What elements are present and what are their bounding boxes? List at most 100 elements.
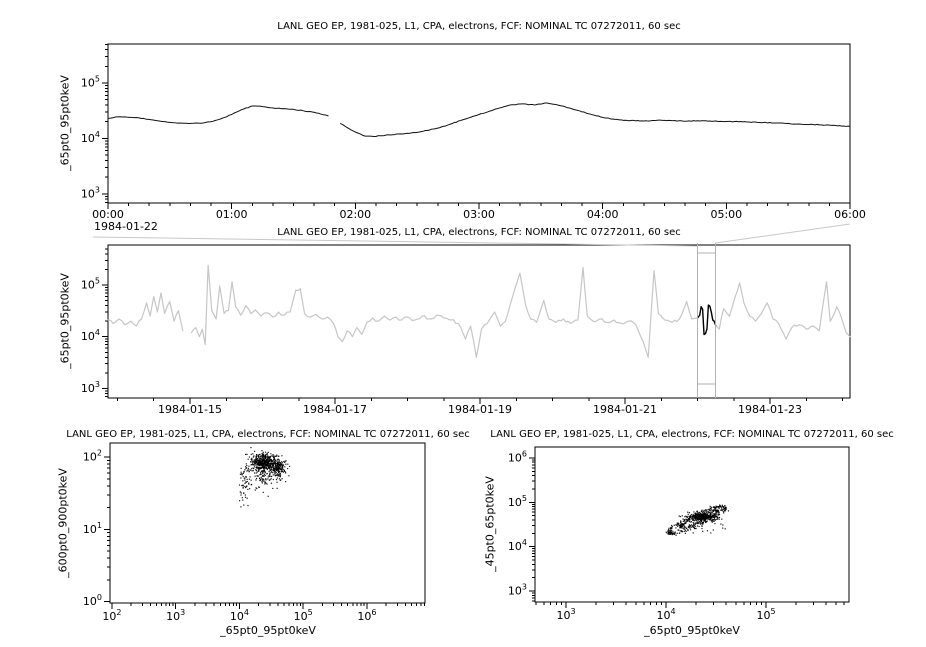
scatter-point	[681, 523, 683, 525]
scatter-point	[711, 512, 713, 514]
scatter-point	[265, 456, 267, 458]
scatter-point	[704, 513, 706, 515]
scatter-left-plot-area[interactable]	[109, 442, 426, 604]
scatter-point	[259, 461, 261, 463]
scatter-point	[263, 454, 265, 456]
scatter-right-plot-area[interactable]	[534, 446, 850, 603]
scatter-point	[267, 461, 269, 463]
scatter-point	[715, 512, 717, 515]
scatter-point	[248, 483, 250, 485]
scatter-point	[708, 519, 711, 521]
scatter-point	[701, 512, 703, 514]
scatter-point	[670, 530, 672, 532]
scatter-point	[245, 486, 247, 489]
scatter-point	[257, 464, 259, 466]
scatter-point	[688, 518, 690, 520]
scatter-point	[273, 459, 275, 461]
scatter-point	[706, 517, 708, 519]
context-highlight-line	[696, 304, 717, 336]
scatter-point	[266, 453, 268, 455]
scatter-point	[250, 453, 252, 456]
scatter-point	[253, 462, 256, 464]
scatter-point	[670, 528, 672, 530]
scatter-point	[669, 531, 672, 533]
scatter-point	[670, 533, 672, 535]
scatter-point	[686, 519, 688, 521]
scatter-point	[281, 469, 283, 472]
scatter-point	[258, 457, 260, 459]
context-panel-title: LANL GEO EP, 1981-025, L1, CPA, electron…	[277, 227, 681, 238]
scatter-point	[697, 513, 699, 515]
selection-box[interactable]	[697, 243, 717, 398]
scatter-point	[694, 515, 696, 518]
scatter-point	[256, 467, 258, 469]
scatter-point	[250, 484, 252, 486]
scatter-point	[252, 456, 254, 458]
scatter-point	[715, 510, 717, 512]
scatter-point	[282, 464, 285, 466]
scatter-point	[686, 516, 688, 519]
scatter-point	[704, 519, 706, 521]
detail-plot-area[interactable]	[107, 43, 851, 204]
scatter-point	[262, 462, 264, 465]
scatter-point	[710, 516, 712, 518]
scatter-point	[239, 491, 241, 493]
scatter-point	[685, 522, 687, 524]
scatter-point	[264, 454, 266, 457]
scatter-point	[698, 512, 700, 514]
scatter-point	[260, 476, 262, 478]
scatter-point	[695, 527, 697, 530]
scatter-point	[703, 513, 705, 515]
scatter-point	[683, 520, 686, 522]
scatter-point	[710, 506, 713, 508]
scatter-point	[280, 479, 282, 481]
scatter-point	[690, 524, 693, 526]
scatter-point	[268, 475, 271, 478]
scatter-point	[710, 517, 712, 519]
scatter-point	[279, 464, 282, 466]
scatter-point	[262, 471, 264, 473]
x-tick-label: 102	[102, 608, 121, 623]
scatter-point	[701, 525, 703, 528]
scatter-point	[693, 524, 695, 527]
scatter-point	[264, 464, 266, 467]
scatter-point	[258, 461, 260, 463]
scatter-point	[668, 529, 670, 531]
scatter-point	[721, 504, 723, 506]
scatter-point	[248, 465, 250, 467]
scatter-point	[714, 509, 716, 511]
scatter-point	[260, 467, 262, 469]
scatter-point	[244, 494, 246, 496]
scatter-point	[259, 468, 261, 470]
scatter-point	[261, 460, 263, 462]
scatter-point	[710, 513, 712, 516]
scatter-point	[255, 477, 258, 480]
scatter-point	[278, 465, 280, 468]
scatter-point	[693, 515, 695, 517]
scatter-point	[265, 482, 267, 484]
scatter-point	[683, 519, 685, 521]
scatter-point	[693, 517, 695, 519]
scatter-point	[265, 465, 268, 467]
detail-x-axis-date-label: 1984-01-22	[94, 220, 158, 233]
scatter-point	[263, 475, 265, 477]
scatter-point	[262, 469, 264, 472]
scatter-point	[713, 519, 715, 521]
scatter-point	[262, 464, 264, 466]
scatter-point	[714, 513, 716, 515]
scatter-point	[699, 522, 701, 524]
scatter-point	[264, 472, 266, 474]
scatter-point	[713, 514, 715, 516]
scatter-point	[708, 514, 710, 517]
scatter-point	[274, 455, 276, 457]
scatter-point	[255, 460, 257, 462]
scatter-point	[708, 508, 710, 511]
scatter-point	[696, 517, 698, 519]
scatter-point	[244, 482, 246, 484]
context-plot-area[interactable]	[107, 244, 851, 399]
scatter-point	[245, 475, 247, 478]
scatter-point	[257, 467, 260, 469]
scatter-point	[678, 532, 681, 534]
scatter-point	[262, 451, 264, 453]
scatter-point	[260, 470, 263, 473]
